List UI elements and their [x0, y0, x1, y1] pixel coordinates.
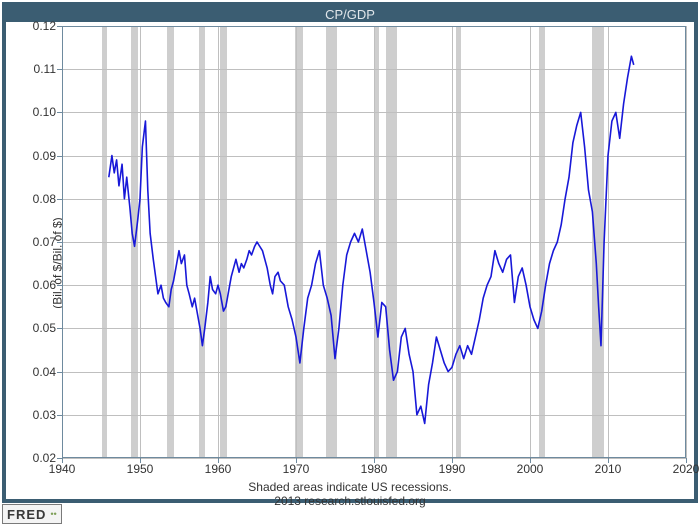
chart-title-bar: CP/GDP	[6, 6, 694, 22]
recession-caption: Shaded areas indicate US recessions.	[0, 480, 700, 494]
fred-logo-accent: ••	[50, 509, 56, 519]
gridline-v	[686, 26, 687, 458]
fred-logo-text: FRED	[7, 507, 46, 522]
tick-mark-y	[57, 69, 62, 70]
y-tick-label: 0.08	[33, 192, 56, 206]
y-tick-label: 0.03	[33, 408, 56, 422]
plot-area: 1940195019601970198019902000201020200.02…	[62, 26, 686, 458]
tick-mark-y	[57, 415, 62, 416]
tick-mark-y	[57, 328, 62, 329]
tick-mark-y	[57, 458, 62, 459]
source-caption: 2013 research.stlouisfed.org	[0, 494, 700, 508]
x-tick-label: 2000	[517, 462, 544, 476]
x-tick-label: 1980	[361, 462, 388, 476]
y-tick-label: 0.10	[33, 105, 56, 119]
x-tick-label: 2020	[673, 462, 700, 476]
fred-logo: FRED ••	[2, 504, 62, 524]
y-tick-label: 0.07	[33, 235, 56, 249]
x-tick-label: 2010	[595, 462, 622, 476]
x-tick-label: 1960	[205, 462, 232, 476]
cp-gdp-line	[109, 56, 634, 423]
y-tick-label: 0.04	[33, 365, 56, 379]
y-tick-label: 0.11	[34, 62, 56, 76]
tick-mark-y	[57, 199, 62, 200]
x-tick-label: 1970	[283, 462, 310, 476]
y-tick-label: 0.06	[33, 278, 56, 292]
y-tick-label: 0.02	[33, 451, 56, 465]
x-tick-label: 1990	[439, 462, 466, 476]
tick-mark-y	[57, 372, 62, 373]
tick-mark-y	[57, 285, 62, 286]
line-series	[62, 26, 686, 458]
tick-mark-y	[57, 156, 62, 157]
y-tick-label: 0.05	[33, 321, 56, 335]
tick-mark-y	[57, 112, 62, 113]
x-tick-label: 1950	[127, 462, 154, 476]
tick-mark-y	[57, 242, 62, 243]
y-tick-label: 0.09	[33, 149, 56, 163]
tick-mark-y	[57, 26, 62, 27]
chart-title: CP/GDP	[325, 7, 375, 22]
y-tick-label: 0.12	[33, 19, 56, 33]
